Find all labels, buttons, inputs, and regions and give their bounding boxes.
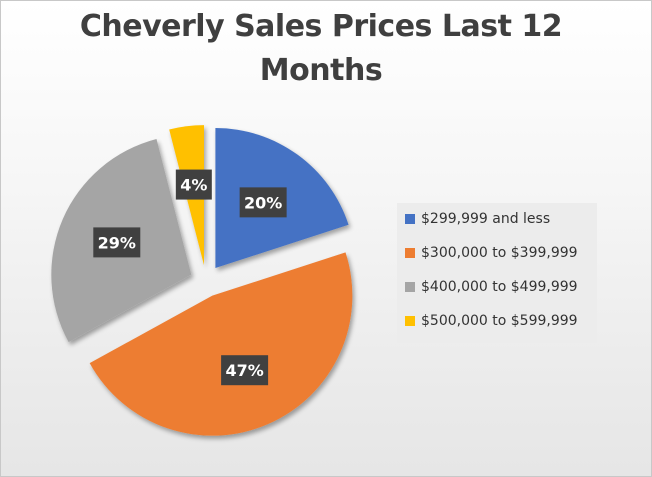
data-label-text-1: 20% xyxy=(244,193,282,212)
pie-slice-2 xyxy=(89,252,353,436)
data-label-box-1 xyxy=(239,187,287,218)
chart-title-line-1: Cheverly Sales Prices Last 12 xyxy=(79,9,563,44)
data-label-box-3 xyxy=(93,227,141,258)
data-label-3: 29% xyxy=(93,227,141,258)
data-label-2: 47% xyxy=(221,355,269,386)
chart-title: Cheverly Sales Prices Last 12 Months xyxy=(1,5,641,93)
chart-title-line-2: Months xyxy=(259,53,383,88)
legend-item-4: $500,000 to $599,999 xyxy=(405,311,578,331)
legend-item-1: $299,999 and less xyxy=(405,209,550,229)
legend-swatch-2 xyxy=(405,248,415,258)
data-label-box-4 xyxy=(175,169,212,200)
legend-label-3: $400,000 to $499,999 xyxy=(421,279,578,295)
legend-swatch-1 xyxy=(405,214,415,224)
data-label-text-4: 4% xyxy=(180,176,207,195)
legend-item-2: $300,000 to $399,999 xyxy=(405,243,578,263)
legend-label-1: $299,999 and less xyxy=(421,211,551,227)
legend-item-3: $400,000 to $499,999 xyxy=(405,277,578,297)
data-label-text-3: 29% xyxy=(98,233,136,252)
data-label-4: 4% xyxy=(175,169,212,200)
legend-label-2: $300,000 to $399,999 xyxy=(421,245,578,261)
data-label-box-2 xyxy=(221,355,269,386)
legend: $299,999 and less $300,000 to $399,999 $… xyxy=(397,203,597,343)
data-label-1: 20% xyxy=(239,187,287,218)
data-label-text-2: 47% xyxy=(225,361,263,380)
legend-swatch-3 xyxy=(405,282,415,292)
legend-swatch-4 xyxy=(405,316,415,326)
legend-label-4: $500,000 to $599,999 xyxy=(421,313,578,329)
